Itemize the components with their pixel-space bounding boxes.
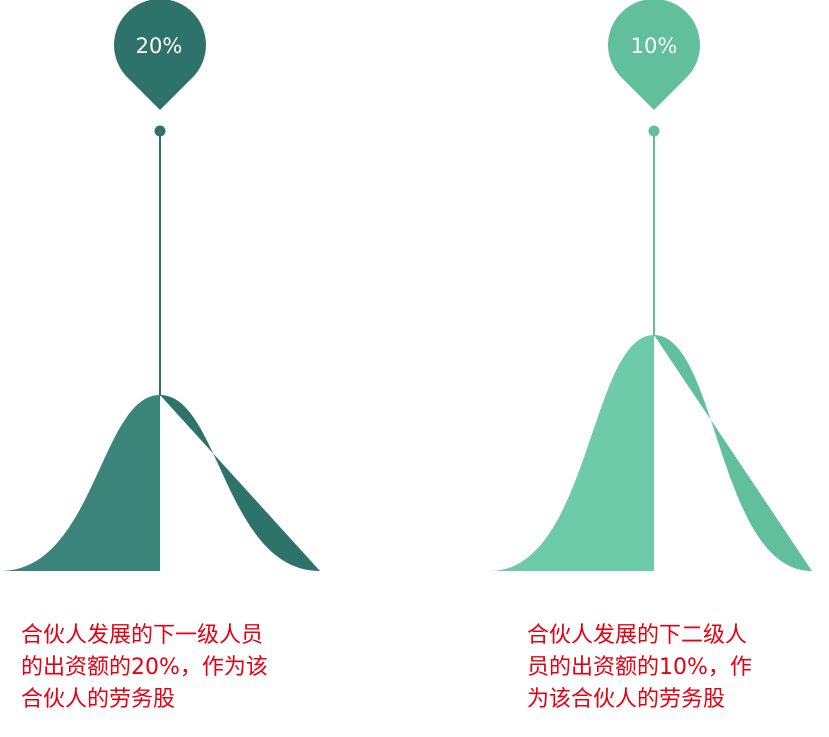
left-item-graphic [0, 0, 320, 571]
right-item-graphic [490, 0, 812, 571]
right-bell-curve-right-half [654, 335, 812, 571]
left-pin-label: 20% [135, 34, 183, 58]
left-caption: 合伙人发展的下一级人员 的出资额的20%，作为该 合伙人的劳务股 [21, 620, 268, 716]
left-bell-curve-right-half [160, 395, 320, 571]
right-pin-label: 10% [630, 34, 678, 58]
left-caption-line: 合伙人发展的下一级人员 [21, 623, 264, 648]
right-caption-line: 合伙人发展的下二级人 [527, 623, 748, 648]
right-caption-line: 为该合伙人的劳务股 [527, 687, 726, 712]
left-stem-dot [154, 125, 166, 137]
right-bell-curve-left-half [490, 335, 654, 571]
right-pin-marker [608, 0, 700, 110]
left-bell-curve-left-half [0, 395, 160, 571]
left-pin-marker [114, 0, 206, 110]
left-caption-line: 合伙人的劳务股 [21, 687, 176, 712]
left-caption-line: 的出资额的20%，作为该 [21, 655, 268, 680]
right-stem-dot [648, 125, 660, 137]
right-caption-line: 员的出资额的10%，作 [527, 655, 752, 680]
right-caption: 合伙人发展的下二级人 员的出资额的10%，作 为该合伙人的劳务股 [527, 620, 752, 716]
